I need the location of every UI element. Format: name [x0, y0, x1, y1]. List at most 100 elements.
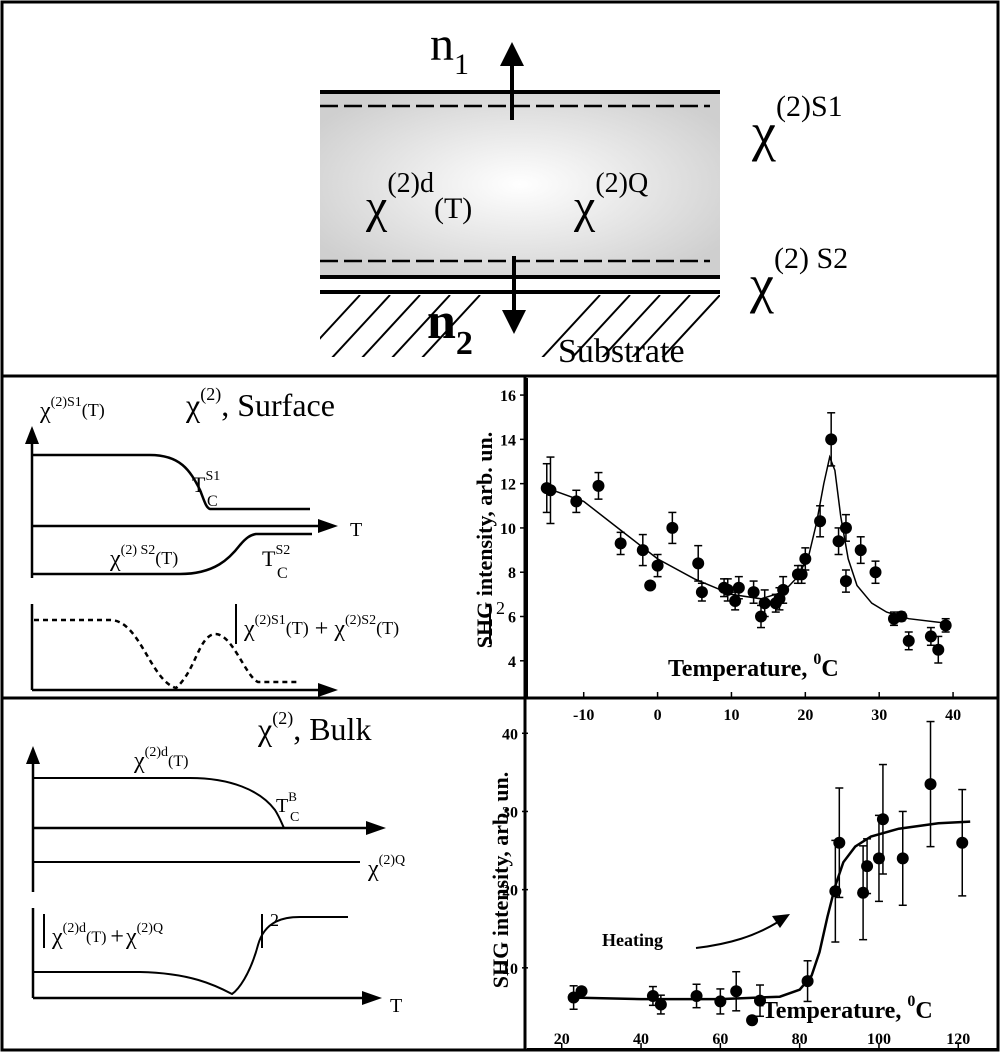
chart1-x-label: Temperature, 0C — [668, 651, 839, 682]
x-tick-label: 60 — [712, 1031, 728, 1048]
chi-d-curve-label: χ(2)d(T) — [133, 745, 188, 774]
data-point — [575, 985, 588, 998]
data-marker — [839, 521, 852, 534]
bulk-y-arrow — [26, 746, 40, 764]
data-marker — [833, 836, 846, 849]
y-tick-label: 14 — [500, 432, 516, 449]
x-tick-label: 80 — [792, 1031, 808, 1048]
data-marker — [654, 998, 667, 1011]
data-marker — [732, 581, 745, 594]
data-marker — [758, 597, 771, 610]
surface-y-arrow — [25, 426, 39, 444]
chart1-y-label: SHG intensity, arb. un. — [472, 432, 497, 648]
tc-b-label: TB C — [276, 789, 299, 825]
data-point — [746, 1014, 759, 1027]
chi-q-curve-label: χ(2)Q — [367, 853, 405, 882]
x-tick-label: 100 — [867, 1031, 891, 1048]
data-marker — [825, 433, 838, 446]
y-tick-label: 30 — [502, 804, 518, 821]
data-marker — [666, 521, 679, 534]
bulk-sum-curve — [34, 916, 348, 996]
data-marker — [857, 886, 870, 899]
n1-label: n1 — [430, 18, 469, 81]
data-point — [614, 531, 627, 556]
data-point — [854, 536, 867, 565]
bulk-schematic: χ(2), Bulk χ(2)Q χ(2)d(T) TB C T χ(2)d(T)… — [26, 708, 405, 1017]
data-point — [924, 626, 937, 647]
surface-sum-curve — [34, 618, 300, 690]
surface-sum-expression: χ(2)S1(T) + χ(2)S2(T) — [243, 613, 399, 642]
data-point — [799, 547, 812, 571]
data-marker — [754, 994, 766, 1007]
chi-s2-curve-label: χ(2) S2(T) — [109, 543, 178, 572]
y-tick-label: 4 — [508, 654, 516, 671]
data-point — [869, 560, 882, 585]
x-tick-label: -10 — [573, 707, 594, 724]
substrate-hatching — [320, 295, 720, 357]
data-point — [544, 456, 557, 525]
data-point — [732, 575, 745, 600]
data-point — [839, 513, 852, 542]
y-tick-label: 16 — [500, 388, 516, 405]
data-point — [924, 720, 937, 848]
data-point — [956, 788, 969, 897]
data-point — [644, 579, 657, 592]
data-marker — [932, 643, 945, 656]
data-marker — [544, 484, 557, 497]
bulk-shg-chart: SHG intensity, arb. un. Temperature, 0C … — [488, 720, 998, 1050]
data-point — [592, 471, 605, 500]
data-marker — [651, 559, 664, 572]
data-marker — [895, 610, 908, 623]
data-marker — [902, 634, 915, 647]
surface-t-label: T — [350, 519, 362, 541]
data-marker — [896, 852, 909, 865]
bulk-sum-exponent: 2 — [270, 910, 279, 930]
y-tick-label: 8 — [508, 565, 516, 582]
data-point — [814, 505, 827, 538]
data-marker — [939, 619, 952, 632]
chi-q-label: χ(2)Q — [573, 168, 648, 233]
data-point — [876, 763, 889, 875]
data-marker — [854, 544, 867, 557]
x-tick-label: 0 — [654, 707, 662, 724]
data-marker — [746, 1014, 759, 1027]
data-point — [825, 412, 838, 467]
data-marker — [801, 975, 814, 988]
data-marker — [692, 557, 705, 570]
data-marker — [636, 544, 649, 557]
x-tick-label: 40 — [633, 1031, 649, 1048]
surface-title: χ(2), Surface — [185, 384, 335, 423]
x-tick-label: 10 — [723, 707, 739, 724]
data-point — [932, 635, 945, 664]
chi-s1-curve — [32, 453, 310, 511]
tc-s1-label: TS1 C — [192, 469, 220, 510]
data-marker — [832, 535, 845, 548]
data-point — [801, 960, 814, 1003]
data-point — [861, 838, 874, 895]
surface-sum-x-arrow — [318, 683, 338, 697]
y-tick-label: 20 — [502, 883, 518, 900]
data-point — [902, 631, 915, 651]
data-marker — [644, 579, 657, 592]
chi-d-curve — [33, 777, 285, 829]
data-marker — [646, 989, 659, 1002]
data-marker — [695, 586, 708, 599]
data-marker — [829, 885, 842, 898]
data-point — [646, 985, 659, 1007]
chart1-fit-curve — [546, 454, 946, 624]
data-point — [721, 578, 734, 602]
heating-arrow — [695, 921, 779, 949]
chi-s1-label: χ(2)S1 — [751, 90, 843, 162]
bulk-t-arrow — [366, 821, 386, 835]
data-marker — [795, 568, 808, 581]
chart2-y-label: SHG intensity, arb. un. — [488, 772, 513, 988]
data-point — [829, 839, 842, 943]
data-marker — [876, 813, 889, 826]
bulk-sum-expression: χ(2)d(T) +χ(2)Q — [51, 921, 163, 950]
data-point — [754, 984, 766, 1018]
data-point — [872, 814, 885, 903]
x-tick-label: 20 — [554, 1031, 570, 1048]
data-point — [939, 617, 952, 633]
